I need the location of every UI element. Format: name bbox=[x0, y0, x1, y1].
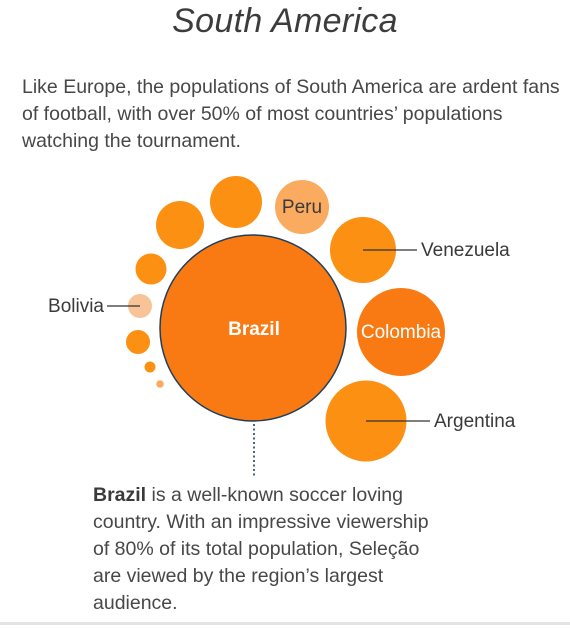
label-brazil: Brazil bbox=[228, 319, 280, 340]
label-venezuela: Venezuela bbox=[421, 240, 510, 261]
label-bolivia: Bolivia bbox=[48, 296, 104, 317]
page-title: South America bbox=[172, 2, 398, 40]
bubble-unlabeled-2 bbox=[156, 201, 204, 249]
bubble-unlabeled-4 bbox=[126, 330, 150, 354]
label-peru: Peru bbox=[282, 197, 322, 218]
bubble-chart: Brazil Colombia Argentina Venezuela Peru… bbox=[48, 176, 516, 477]
brazil-annotation: Brazil is a well-known soccer loving cou… bbox=[93, 482, 443, 617]
intro-paragraph: Like Europe, the populations of South Am… bbox=[22, 76, 560, 152]
bubble-unlabeled-1 bbox=[210, 176, 262, 228]
annotation-bold-country: Brazil bbox=[93, 484, 147, 506]
bubble-colombia bbox=[357, 288, 445, 376]
bubble-unlabeled-5 bbox=[144, 361, 156, 373]
bubble-unlabeled-3 bbox=[135, 253, 167, 285]
label-argentina: Argentina bbox=[434, 411, 516, 432]
bubble-brazil bbox=[159, 234, 347, 422]
annotation-text: is a well-known soccer loving country. W… bbox=[93, 484, 429, 614]
bubble-unlabeled-6 bbox=[156, 380, 164, 388]
label-colombia: Colombia bbox=[361, 322, 442, 343]
bubble-peru bbox=[275, 180, 329, 234]
bottom-divider bbox=[0, 622, 570, 625]
